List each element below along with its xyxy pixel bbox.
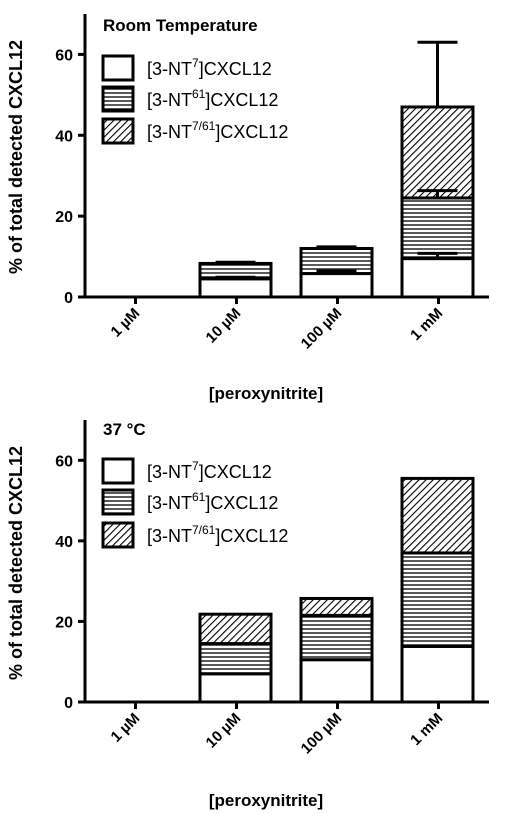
chart-room-temperature: % of total detected CXCL12 Room Temperat… xyxy=(6,14,489,403)
bar-segment xyxy=(198,612,273,646)
y-tick-label: 60 xyxy=(55,47,73,64)
y-tick-label: 0 xyxy=(64,290,73,307)
x-tick-label: 100 µM xyxy=(298,305,346,353)
x-tick-label: 1 µM xyxy=(108,305,144,341)
legend-swatch xyxy=(101,457,135,485)
legend-label: [3-NT7]CXCL12 xyxy=(147,459,272,482)
legend: [3-NT7]CXCL12 [3-NT61]CXCL12 [3-NT7/61]CXC… xyxy=(101,54,288,145)
y-tick-label: 40 xyxy=(55,534,73,551)
legend-swatch xyxy=(101,488,135,516)
bar-segment xyxy=(299,272,374,299)
bar-segment xyxy=(400,476,475,555)
bar-segment xyxy=(198,642,273,676)
x-axis-title: [peroxynitrite] xyxy=(209,384,323,403)
legend-label: [3-NT7/61]CXCL12 xyxy=(147,523,288,546)
x-tick-label: 100 µM xyxy=(298,710,346,758)
legend-label: [3-NT7]CXCL12 xyxy=(147,56,272,79)
y-tick-label: 20 xyxy=(55,614,73,631)
bar-segment xyxy=(198,277,273,299)
legend-swatch xyxy=(101,54,135,82)
bar-segment xyxy=(299,658,374,704)
x-tick-label: 1 mM xyxy=(407,305,446,344)
legend-label: [3-NT7/61]CXCL12 xyxy=(147,119,288,142)
x-tick-label: 10 µM xyxy=(203,710,245,752)
legend: [3-NT7]CXCL12 [3-NT61]CXCL12 [3-NT7/61]CXC… xyxy=(101,457,288,549)
y-tick-label: 0 xyxy=(64,695,73,712)
y-axis-title: % of total detected CXCL12 xyxy=(6,40,26,274)
x-axis-title: [peroxynitrite] xyxy=(209,791,323,810)
x-tick-label: 10 µM xyxy=(203,305,245,347)
legend-swatch xyxy=(101,521,135,549)
bar-segment xyxy=(400,551,475,648)
chart-37c: % of total detected CXCL12 37 °C [peroxy… xyxy=(6,420,489,810)
y-tick-label: 60 xyxy=(55,453,73,470)
bar-segment xyxy=(400,196,475,261)
legend-swatch xyxy=(101,117,135,145)
bar-segment xyxy=(400,257,475,299)
bar-segment xyxy=(299,613,374,662)
y-axis-title: % of total detected CXCL12 xyxy=(6,446,26,680)
bar-segment xyxy=(400,644,475,704)
legend-swatch xyxy=(101,85,135,113)
bar-segment xyxy=(198,672,273,704)
bar-segment xyxy=(400,105,475,200)
legend-label: [3-NT61]CXCL12 xyxy=(147,87,278,110)
chart-title: 37 °C xyxy=(103,420,146,439)
legend-label: [3-NT61]CXCL12 xyxy=(147,490,278,513)
x-tick-label: 1 µM xyxy=(108,710,144,746)
chart-title: Room Temperature xyxy=(103,16,258,35)
y-tick-label: 20 xyxy=(55,209,73,226)
y-tick-label: 40 xyxy=(55,128,73,145)
x-tick-label: 1 mM xyxy=(407,710,446,749)
bar-segment xyxy=(299,596,374,617)
